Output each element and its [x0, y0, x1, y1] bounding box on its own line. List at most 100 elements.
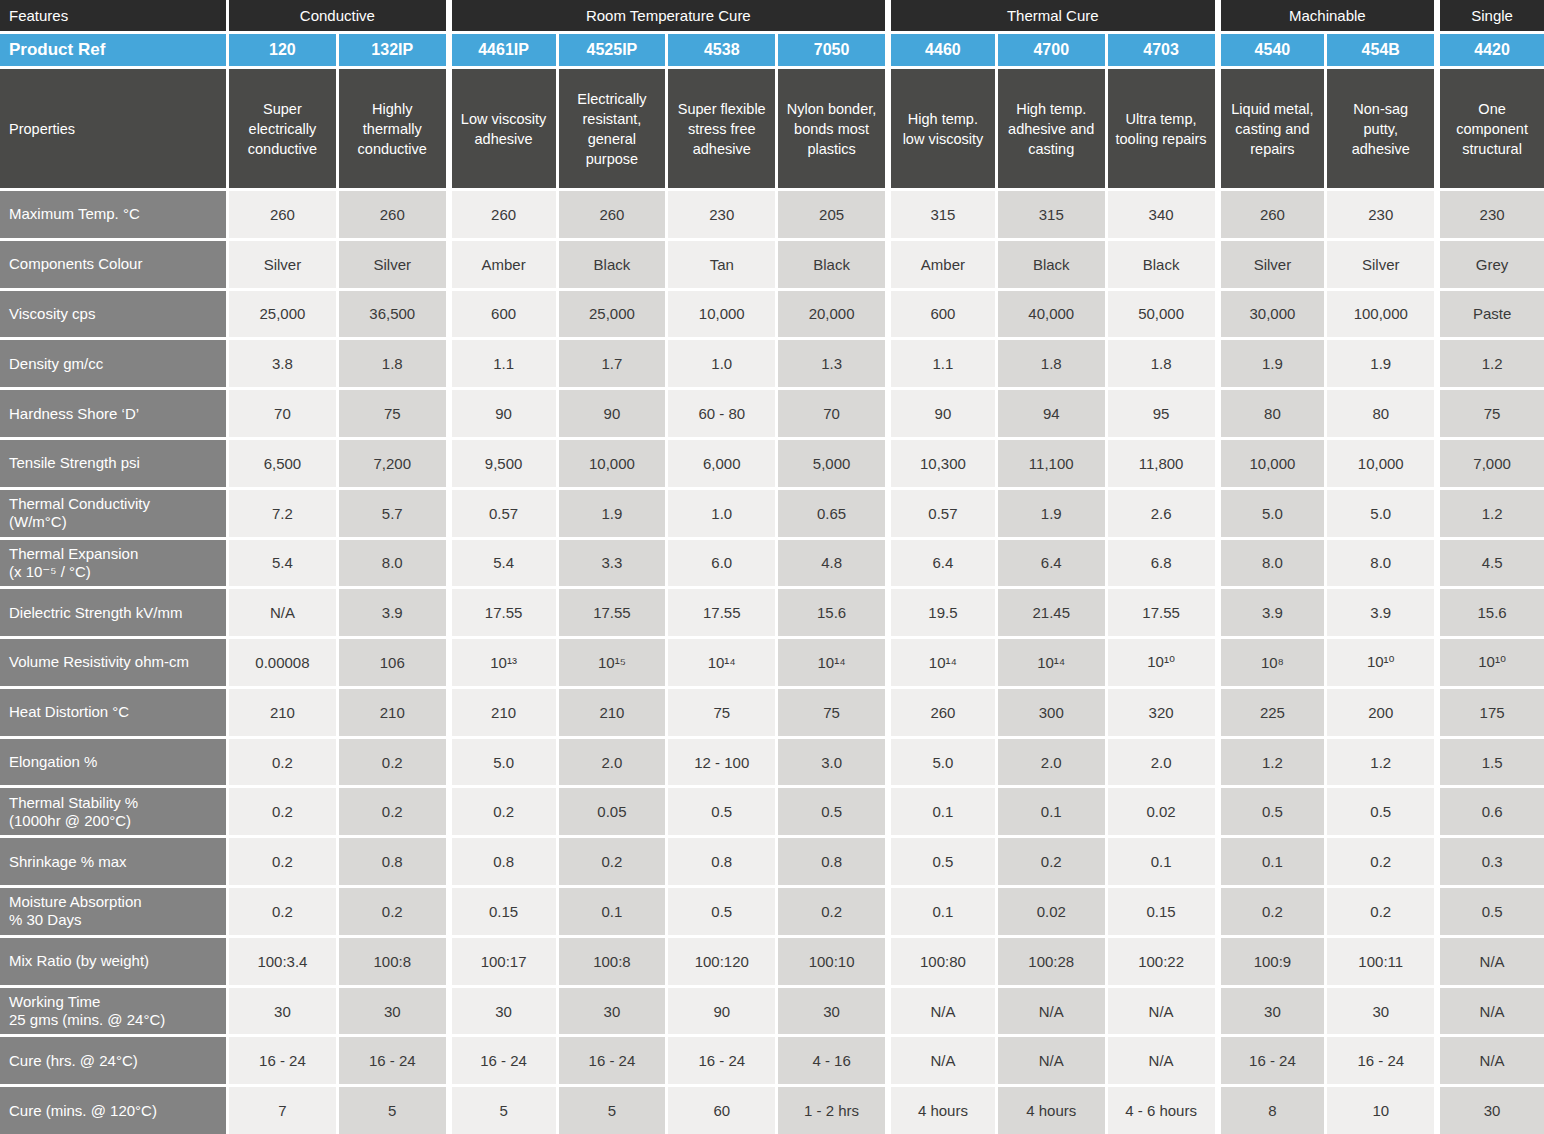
data-cell: 60 - 80	[668, 390, 775, 437]
data-cell: 3.9	[339, 589, 446, 636]
data-cell: 70	[229, 390, 336, 437]
data-cell: N/A	[888, 988, 995, 1035]
data-cell: 100:28	[998, 938, 1105, 985]
data-cell: 10¹⁰	[1327, 639, 1434, 686]
data-cell: 1.9	[559, 490, 666, 537]
row-label: Tensile Strength psi	[0, 440, 226, 487]
data-cell: 0.2	[559, 838, 666, 885]
property-description: Liquid metal, casting and repairs	[1218, 69, 1325, 188]
data-cell: 0.3	[1437, 838, 1544, 885]
data-cell: 4 hours	[998, 1087, 1105, 1134]
row-label: Cure (hrs. @ 24°C)	[0, 1037, 226, 1084]
data-cell: 7,000	[1437, 440, 1544, 487]
data-cell: 2.0	[1108, 739, 1215, 786]
data-cell: 12 - 100	[668, 739, 775, 786]
product-ref-cell: 4540	[1218, 34, 1325, 66]
data-cell: 100:3.4	[229, 938, 336, 985]
data-cell: 5.0	[449, 739, 556, 786]
data-cell: 0.2	[339, 739, 446, 786]
data-cell: 0.5	[778, 788, 885, 835]
data-cell: 75	[339, 390, 446, 437]
data-cell: 6.0	[668, 540, 775, 587]
data-cell: 200	[1327, 689, 1434, 736]
data-cell: 600	[449, 291, 556, 338]
data-cell: 5	[339, 1087, 446, 1134]
data-cell: 0.2	[229, 888, 336, 935]
product-ref-cell: 4461IP	[449, 34, 556, 66]
data-cell: Grey	[1437, 241, 1544, 288]
data-cell: 0.5	[888, 838, 995, 885]
data-cell: 0.57	[449, 490, 556, 537]
data-cell: 4 - 16	[778, 1037, 885, 1084]
data-cell: 0.2	[778, 888, 885, 935]
data-cell: 0.2	[339, 888, 446, 935]
property-description: One component structural	[1437, 69, 1544, 188]
row-label: Thermal Conductivity (W/m°C)	[0, 490, 226, 537]
property-description: High temp. low viscosity	[888, 69, 995, 188]
data-cell: 10¹⁴	[668, 639, 775, 686]
data-cell: 50,000	[1108, 291, 1215, 338]
data-cell: 6,500	[229, 440, 336, 487]
column-group-header: Single	[1437, 0, 1544, 31]
data-cell: 260	[559, 191, 666, 238]
properties-header: Properties	[0, 69, 226, 188]
product-ref-cell: 4460	[888, 34, 995, 66]
data-cell: 7,200	[339, 440, 446, 487]
property-description: Low viscosity adhesive	[449, 69, 556, 188]
data-cell: 3.0	[778, 739, 885, 786]
data-cell: 210	[339, 689, 446, 736]
data-cell: Black	[778, 241, 885, 288]
data-cell: 21.45	[998, 589, 1105, 636]
data-cell: 8	[1218, 1087, 1325, 1134]
data-cell: 2.0	[998, 739, 1105, 786]
data-cell: 1.5	[1437, 739, 1544, 786]
data-cell: 6.8	[1108, 540, 1215, 587]
data-cell: 0.2	[998, 838, 1105, 885]
data-cell: 1.9	[998, 490, 1105, 537]
data-cell: 0.65	[778, 490, 885, 537]
data-cell: 25,000	[559, 291, 666, 338]
row-label: Shrinkage % max	[0, 838, 226, 885]
row-label: Thermal Expansion (x 10⁻⁵ / °C)	[0, 540, 226, 587]
data-cell: 10¹⁵	[559, 639, 666, 686]
data-cell: 7.2	[229, 490, 336, 537]
data-cell: N/A	[998, 1037, 1105, 1084]
data-cell: 230	[1437, 191, 1544, 238]
data-cell: 0.2	[339, 788, 446, 835]
data-cell: 0.6	[1437, 788, 1544, 835]
data-cell: 5	[559, 1087, 666, 1134]
data-cell: 8.0	[1327, 540, 1434, 587]
data-cell: 0.15	[1108, 888, 1215, 935]
data-cell: 10¹⁴	[888, 639, 995, 686]
data-cell: 8.0	[339, 540, 446, 587]
product-ref-cell: 4420	[1437, 34, 1544, 66]
data-cell: 0.2	[229, 788, 336, 835]
row-label: Viscosity cps	[0, 291, 226, 338]
data-cell: 1.2	[1218, 739, 1325, 786]
data-cell: 2.0	[559, 739, 666, 786]
data-cell: 1.2	[1327, 739, 1434, 786]
data-cell: 175	[1437, 689, 1544, 736]
data-cell: 30	[229, 988, 336, 1035]
data-cell: 9,500	[449, 440, 556, 487]
data-cell: 1.1	[888, 340, 995, 387]
data-cell: 1.7	[559, 340, 666, 387]
data-cell: 1.8	[1108, 340, 1215, 387]
data-cell: Black	[1108, 241, 1215, 288]
row-label: Thermal Stability % (1000hr @ 200°C)	[0, 788, 226, 835]
data-cell: 10,300	[888, 440, 995, 487]
row-label: Maximum Temp. °C	[0, 191, 226, 238]
data-cell: 0.2	[229, 838, 336, 885]
data-cell: 30	[449, 988, 556, 1035]
data-cell: 16 - 24	[339, 1037, 446, 1084]
data-cell: N/A	[888, 1037, 995, 1084]
data-cell: Silver	[1218, 241, 1325, 288]
data-cell: 5	[449, 1087, 556, 1134]
data-cell: 6,000	[668, 440, 775, 487]
data-cell: 5.0	[1218, 490, 1325, 537]
data-cell: 36,500	[339, 291, 446, 338]
data-cell: 0.1	[888, 888, 995, 935]
row-label: Working Time 25 gms (mins. @ 24°C)	[0, 988, 226, 1035]
data-cell: 260	[339, 191, 446, 238]
data-cell: 3.9	[1327, 589, 1434, 636]
